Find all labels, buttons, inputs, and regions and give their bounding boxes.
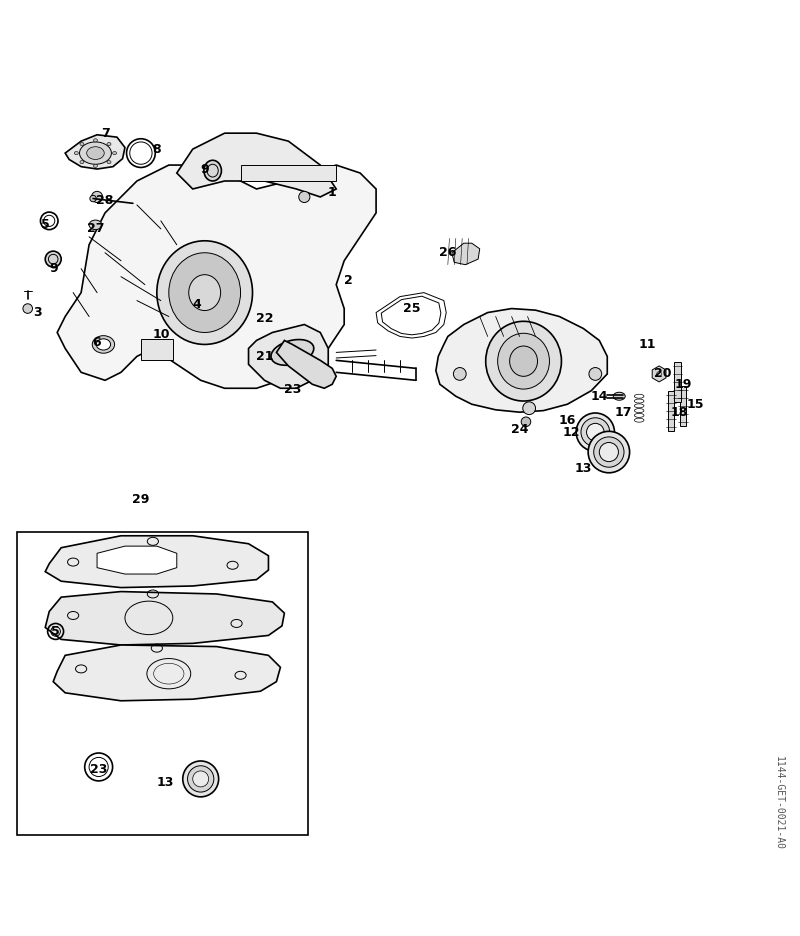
Bar (668, 390, 674, 431)
Text: 13: 13 (574, 461, 592, 475)
Ellipse shape (189, 274, 221, 311)
Bar (18, 532, 308, 835)
Polygon shape (54, 645, 281, 701)
Polygon shape (249, 325, 328, 388)
Ellipse shape (614, 392, 626, 401)
Ellipse shape (107, 142, 111, 146)
Ellipse shape (80, 160, 84, 164)
Text: 8: 8 (153, 142, 161, 155)
Ellipse shape (314, 351, 326, 362)
Ellipse shape (589, 368, 602, 380)
Text: 24: 24 (511, 423, 528, 436)
Ellipse shape (107, 160, 111, 164)
Polygon shape (436, 309, 607, 412)
Polygon shape (46, 535, 269, 588)
Ellipse shape (86, 147, 104, 159)
Ellipse shape (298, 191, 310, 202)
Text: 13: 13 (156, 776, 174, 789)
Ellipse shape (586, 423, 604, 441)
Ellipse shape (599, 443, 618, 461)
Ellipse shape (204, 160, 222, 181)
Text: 3: 3 (33, 306, 42, 319)
Text: 1: 1 (328, 186, 337, 199)
Ellipse shape (94, 139, 98, 142)
Bar (680, 386, 686, 426)
Ellipse shape (594, 437, 624, 467)
Ellipse shape (187, 766, 214, 792)
Text: 4: 4 (192, 298, 201, 311)
Ellipse shape (486, 321, 562, 401)
Text: 16: 16 (558, 414, 576, 427)
Ellipse shape (182, 761, 218, 797)
Text: 11: 11 (638, 338, 656, 351)
Ellipse shape (157, 241, 253, 344)
Ellipse shape (271, 340, 314, 365)
Bar (674, 362, 681, 402)
Text: 15: 15 (686, 398, 704, 411)
Ellipse shape (74, 152, 78, 154)
Text: 14: 14 (590, 389, 608, 402)
Text: 27: 27 (86, 223, 104, 235)
Ellipse shape (193, 771, 209, 787)
Ellipse shape (90, 196, 96, 202)
Text: 12: 12 (562, 426, 580, 439)
Ellipse shape (94, 164, 98, 168)
Polygon shape (141, 339, 173, 359)
Text: 17: 17 (614, 405, 632, 418)
Text: 22: 22 (256, 312, 274, 325)
Ellipse shape (498, 333, 550, 389)
Polygon shape (97, 546, 177, 574)
Polygon shape (65, 135, 125, 169)
Ellipse shape (510, 346, 538, 376)
Text: 9: 9 (200, 163, 209, 176)
Text: 28: 28 (96, 195, 114, 208)
Polygon shape (46, 592, 285, 645)
Text: 9: 9 (49, 262, 58, 275)
Text: 25: 25 (403, 302, 421, 315)
Ellipse shape (169, 253, 241, 332)
Ellipse shape (92, 336, 114, 353)
Text: 19: 19 (674, 378, 692, 391)
Text: 23: 23 (90, 763, 107, 776)
Ellipse shape (79, 142, 111, 164)
Ellipse shape (89, 220, 102, 229)
Text: 18: 18 (670, 405, 688, 418)
Text: 5: 5 (41, 218, 50, 231)
Text: 26: 26 (439, 246, 457, 259)
Ellipse shape (80, 142, 84, 146)
Ellipse shape (23, 304, 33, 314)
Ellipse shape (522, 402, 535, 415)
Ellipse shape (454, 368, 466, 380)
Text: 29: 29 (132, 493, 150, 506)
Polygon shape (452, 243, 480, 265)
Polygon shape (652, 366, 666, 382)
Text: 10: 10 (152, 328, 170, 341)
Text: 20: 20 (654, 368, 672, 380)
Ellipse shape (96, 339, 110, 350)
Text: 2: 2 (344, 274, 353, 287)
Polygon shape (177, 133, 336, 197)
Polygon shape (277, 341, 336, 388)
Ellipse shape (581, 417, 610, 446)
Ellipse shape (46, 251, 61, 267)
Ellipse shape (521, 417, 530, 427)
Polygon shape (241, 165, 336, 181)
Ellipse shape (576, 413, 614, 451)
Ellipse shape (91, 191, 102, 202)
Text: 21: 21 (256, 350, 274, 363)
Text: 6: 6 (93, 335, 102, 348)
Text: 5: 5 (51, 625, 60, 638)
Text: 23: 23 (284, 384, 301, 396)
Polygon shape (57, 165, 376, 388)
Ellipse shape (588, 431, 630, 473)
Text: 7: 7 (101, 126, 110, 139)
Text: 1144-GET-0021-A0: 1144-GET-0021-A0 (774, 756, 784, 850)
Ellipse shape (113, 152, 117, 154)
